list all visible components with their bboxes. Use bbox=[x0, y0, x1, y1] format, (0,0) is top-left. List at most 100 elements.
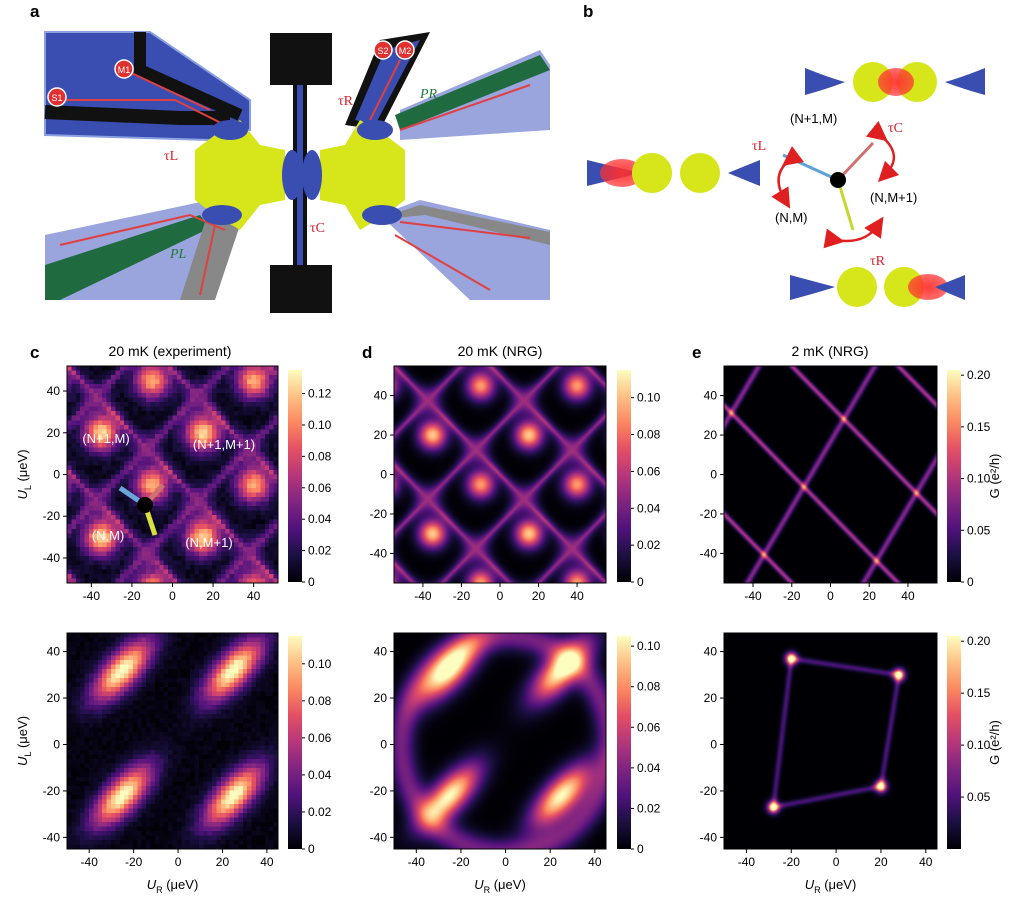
y-tick-label: -40 bbox=[700, 830, 718, 844]
y-tick-label: -40 bbox=[700, 546, 718, 560]
heatmap-e_bot: -40 -20 0 20 40-40-20020400.050.100.150.20G … bbox=[700, 633, 1002, 895]
colorbar bbox=[947, 370, 961, 582]
colorbar-label: G (e²/h) bbox=[987, 720, 1002, 765]
svg-text:M2: M2 bbox=[399, 46, 412, 56]
x-tick-label: 20 bbox=[532, 589, 546, 603]
heatmap-d_top: -40 -20 0 20 40 -40 -20 0 20 40 0 0.02 0.04 0.06 0.08 0… bbox=[370, 343, 661, 603]
device-schematic: a bbox=[30, 2, 550, 313]
colorbar-tick-label: 0.06 bbox=[637, 464, 661, 478]
label-tau-c: τC bbox=[888, 121, 903, 136]
y-tick-label: -40 bbox=[43, 551, 61, 565]
x-tick-label: 40 bbox=[247, 589, 261, 603]
colorbar bbox=[947, 636, 961, 849]
y-tick-label: 20 bbox=[47, 691, 61, 705]
label-tau-c: τC bbox=[310, 221, 325, 236]
colorbar-tick-label: 0 bbox=[308, 842, 315, 856]
state-n-m: (N,M) bbox=[775, 210, 808, 225]
y-tick-label: 40 bbox=[374, 389, 388, 403]
colorbar-tick-label: 0.06 bbox=[308, 731, 332, 745]
colorbar-tick-label: 0.15 bbox=[967, 686, 991, 700]
charge-state-schematic: b (N+1,M) (N,M+1) (N,M) τL τC τR bbox=[583, 2, 985, 307]
y-tick-label: 0 bbox=[53, 737, 60, 751]
svg-text:S2: S2 bbox=[377, 46, 388, 56]
y-tick-label: -40 bbox=[370, 830, 388, 844]
y-tick-label: -20 bbox=[43, 784, 61, 798]
x-tick-label: 40 bbox=[901, 589, 915, 603]
x-tick-label: -40 bbox=[414, 589, 432, 603]
svg-text:M1: M1 bbox=[118, 65, 131, 75]
colorbar-tick-label: 0.02 bbox=[637, 538, 661, 552]
heatmap-image bbox=[394, 633, 606, 849]
x-tick-label: 0 bbox=[833, 855, 840, 869]
colorbar-tick-label: 0.20 bbox=[967, 368, 991, 382]
colorbar-tick-label: 0.04 bbox=[308, 768, 332, 782]
y-axis-label: UL (μeV) bbox=[15, 449, 33, 499]
colorbar-tick-label: 0.10 bbox=[637, 391, 661, 405]
x-tick-label: 20 bbox=[206, 589, 220, 603]
colorbar-tick-label: 0.10 bbox=[308, 657, 332, 671]
region-label: (N+1,M) bbox=[82, 431, 129, 446]
y-tick-label: 0 bbox=[53, 468, 60, 482]
x-tick-label: 0 bbox=[169, 589, 176, 603]
x-tick-label: -20 bbox=[452, 855, 470, 869]
colorbar-tick-label: 0.05 bbox=[967, 523, 991, 537]
y-tick-label: -20 bbox=[700, 507, 718, 521]
x-tick-label: 0 bbox=[502, 855, 509, 869]
panel-label-e: e bbox=[692, 343, 701, 362]
colorbar-tick-label: 0 bbox=[637, 842, 644, 856]
y-tick-label: 20 bbox=[374, 691, 388, 705]
colorbar-tick-label: 0 bbox=[637, 575, 644, 589]
heatmap-c_bot: -40 -20 0 20 40-40-200204000.020.040.060.080… bbox=[15, 633, 332, 895]
heatmap-c_top: -40 -20 0 20 40-40-200204000.020.040.060.080… bbox=[15, 343, 332, 603]
colorbar-tick-label: 0.12 bbox=[308, 387, 332, 401]
y-tick-label: 20 bbox=[704, 691, 718, 705]
colorbar-tick-label: 0 bbox=[308, 575, 315, 589]
colorbar-tick-label: 0.15 bbox=[967, 420, 991, 434]
y-tick-label: -20 bbox=[370, 507, 388, 521]
heatmap-image bbox=[724, 366, 937, 583]
region-label: (N,M) bbox=[92, 528, 125, 543]
colorbar-tick-label: 0.02 bbox=[308, 805, 332, 819]
panel-label-a: a bbox=[30, 2, 40, 21]
heatmap-image bbox=[67, 633, 278, 849]
colorbar-tick-label: 0.02 bbox=[308, 544, 332, 558]
colorbar-tick-label: 0 bbox=[967, 575, 974, 589]
center-node bbox=[830, 172, 846, 188]
y-tick-label: 0 bbox=[710, 737, 717, 751]
x-tick-label: 20 bbox=[216, 855, 230, 869]
x-tick-label: -40 bbox=[744, 589, 762, 603]
panel-label-c: c bbox=[30, 343, 39, 362]
y-tick-label: -20 bbox=[43, 509, 61, 523]
x-tick-label: -40 bbox=[81, 855, 99, 869]
x-tick-label: 0 bbox=[175, 855, 182, 869]
y-tick-label: -40 bbox=[43, 830, 61, 844]
colorbar-tick-label: 0.10 bbox=[308, 418, 332, 432]
x-tick-label: 40 bbox=[588, 855, 602, 869]
x-tick-label: -20 bbox=[123, 589, 141, 603]
colorbar-tick-label: 0.05 bbox=[967, 790, 991, 804]
x-tick-label: -20 bbox=[453, 589, 471, 603]
x-tick-label: 40 bbox=[260, 855, 274, 869]
colorbar bbox=[617, 636, 631, 849]
panel-label-d: d bbox=[362, 343, 372, 362]
colorbar bbox=[288, 636, 302, 849]
y-tick-label: 40 bbox=[704, 645, 718, 659]
heatmap-e_top: -40 -20 0 20 40 -40 -20 0 20 40 0 0.05 0.10 0.15 0.20 G… bbox=[700, 343, 1002, 603]
x-axis-label: UR (μeV) bbox=[147, 877, 199, 895]
x-tick-label: 20 bbox=[863, 589, 877, 603]
x-tick-label: 20 bbox=[544, 855, 558, 869]
colorbar-tick-label: 0.08 bbox=[637, 680, 661, 694]
y-tick-label: 20 bbox=[704, 428, 718, 442]
x-tick-label: -40 bbox=[83, 589, 101, 603]
gate-pad-bottom bbox=[270, 265, 332, 313]
label-tau-l: τL bbox=[164, 149, 178, 164]
heatmap-image bbox=[394, 366, 606, 583]
x-axis-label: UR (μeV) bbox=[805, 877, 857, 895]
y-tick-label: -20 bbox=[370, 784, 388, 798]
colorbar bbox=[288, 370, 302, 582]
plot-title: 20 mK (NRG) bbox=[458, 343, 543, 359]
y-tick-label: -20 bbox=[700, 784, 718, 798]
colorbar-tick-label: 0.10 bbox=[637, 639, 661, 653]
y-tick-label: 40 bbox=[704, 389, 718, 403]
y-tick-label: -40 bbox=[370, 546, 388, 560]
